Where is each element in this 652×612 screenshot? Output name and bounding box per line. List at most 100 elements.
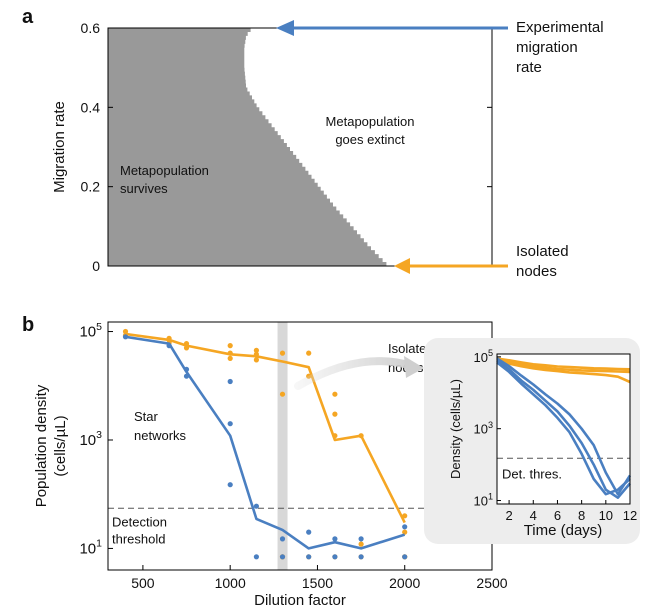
- survive-region: [108, 28, 387, 266]
- isolated-point: [279, 391, 286, 397]
- inset: 2 4 6 8 10 12 101 103 105 Time (days) Density (…: [424, 338, 640, 544]
- inset-star-line: [496, 357, 632, 496]
- panel-a-plot: 0 0.2 0.4 0.6 Migration rate Metapopulation…: [51, 20, 493, 274]
- inset-y-label: Density (cells/µL): [448, 379, 463, 479]
- star-point: [183, 366, 190, 372]
- star-point: [402, 554, 408, 560]
- panel-a-y-tick-label: 0.6: [81, 20, 101, 36]
- inset-x-tick-label: 8: [578, 508, 585, 523]
- inset-isolated-line: [496, 359, 631, 384]
- isolated-line: [125, 332, 406, 524]
- isolated-point: [402, 529, 408, 535]
- panel-b-series: [122, 328, 408, 560]
- isolated-point: [332, 411, 338, 417]
- isolated-point: [227, 355, 233, 361]
- panel-a-y-tick-label: 0.4: [81, 99, 101, 115]
- isolated-point: [402, 513, 408, 519]
- panel-a-y-tick-label: 0: [92, 258, 100, 274]
- inset-y-tick-label: 103: [473, 420, 493, 437]
- inset-x-tick-label: 6: [554, 508, 561, 523]
- experimental-arrow-head: [276, 20, 294, 36]
- isolated-point: [183, 345, 190, 351]
- isolated-point: [358, 541, 364, 547]
- panel-b-x-label: Dilution factor: [254, 592, 346, 609]
- star-point: [253, 503, 259, 509]
- experimental-migration-annotation: Experimental migration rate: [276, 19, 604, 76]
- star-point: [332, 554, 338, 560]
- panel-b-x-tick-label: 2500: [476, 575, 507, 591]
- panel-b-x-ticks: 500 1000 1500 2000 2500: [131, 565, 508, 591]
- star-point: [279, 536, 286, 542]
- inset-x-ticks: 2 4 6 8 10 12: [505, 500, 637, 523]
- inset-x-tick-label: 10: [599, 508, 613, 523]
- survive-label: Metapopulation survives: [120, 163, 209, 196]
- panel-b-y-tick-label: 101: [79, 538, 102, 558]
- isolated-point: [166, 335, 172, 341]
- inset-y-tick-label: 105: [473, 348, 493, 365]
- star-point: [279, 554, 286, 560]
- star-line: [125, 335, 406, 550]
- inset-isolated-line: [496, 358, 631, 374]
- isolated-point: [279, 350, 286, 356]
- isolated-point: [122, 328, 129, 335]
- panel-a-label: a: [22, 6, 34, 28]
- star-point: [358, 554, 364, 560]
- isolated-point: [332, 391, 338, 397]
- extinct-label: Metapopulation goes extinct: [326, 114, 415, 147]
- inset-x-label: Time (days): [524, 522, 603, 539]
- star-point: [306, 554, 312, 560]
- star-point: [332, 536, 338, 542]
- experimental-migration-label: Experimental migration rate: [516, 19, 604, 76]
- panel-b-plot: 500 1000 1500 2000 2500 101 103 105 Dilution f…: [33, 321, 508, 609]
- inset-x-tick-label: 2: [505, 508, 512, 523]
- inset-isolated-line: [496, 357, 631, 371]
- star-point: [227, 421, 233, 427]
- isolated-point: [306, 350, 312, 356]
- inset-threshold-label: Det. thres.: [502, 466, 562, 481]
- star-point: [183, 373, 190, 379]
- isolated-point: [358, 433, 364, 439]
- isolated-arrow-head: [394, 258, 410, 274]
- panel-b-x-tick-label: 2000: [389, 575, 420, 591]
- highlight-band: [277, 322, 288, 570]
- inset-star-line: [496, 359, 631, 500]
- isolated-point: [253, 357, 259, 363]
- star-point: [358, 536, 364, 542]
- star-point: [166, 343, 172, 349]
- star-point: [306, 529, 312, 535]
- detection-threshold-label: Detection threshold: [112, 514, 167, 546]
- isolated-point: [227, 343, 233, 349]
- panel-b-x-tick-label: 500: [131, 575, 155, 591]
- star-point: [227, 482, 233, 488]
- inset-star-line: [496, 361, 631, 496]
- inset-y-ticks: 101 103 105: [473, 348, 501, 509]
- panel-b-x-tick-label: 1000: [215, 575, 246, 591]
- inset-x-tick-label: 4: [530, 508, 537, 523]
- panel-b-y-ticks: 101 103 105: [79, 321, 113, 558]
- inset-y-tick-label: 101: [473, 492, 493, 509]
- panel-a-y-tick-label: 0.2: [81, 179, 101, 195]
- star-point: [402, 524, 408, 530]
- star-point: [227, 378, 233, 385]
- inset-series: [496, 357, 632, 500]
- isolated-nodes-annotation-label: Isolated nodes: [516, 243, 569, 280]
- isolated-point: [227, 350, 233, 356]
- isolated-nodes-annotation: Isolated nodes: [394, 243, 569, 280]
- star-point: [253, 554, 259, 560]
- star-networks-legend: Star networks: [134, 409, 187, 443]
- star-point: [122, 334, 129, 340]
- inset-connector-arrow: [294, 357, 416, 390]
- isolated-point: [253, 351, 259, 357]
- inset-x-tick-label: 12: [623, 508, 637, 523]
- isolated-point: [332, 433, 338, 439]
- panel-b-x-tick-label: 1500: [302, 575, 333, 591]
- panel-b-y-tick-label: 103: [79, 429, 102, 449]
- inset-connector-arrow-head: [404, 356, 424, 378]
- panel-b-y-label: Population density (cells/µL): [33, 384, 69, 507]
- isolated-point: [253, 347, 259, 353]
- panel-b-y-tick-label: 105: [79, 321, 102, 341]
- isolated-point: [183, 341, 190, 347]
- panel-a-y-label: Migration rate: [51, 101, 68, 193]
- panel-b-label: b: [22, 314, 34, 336]
